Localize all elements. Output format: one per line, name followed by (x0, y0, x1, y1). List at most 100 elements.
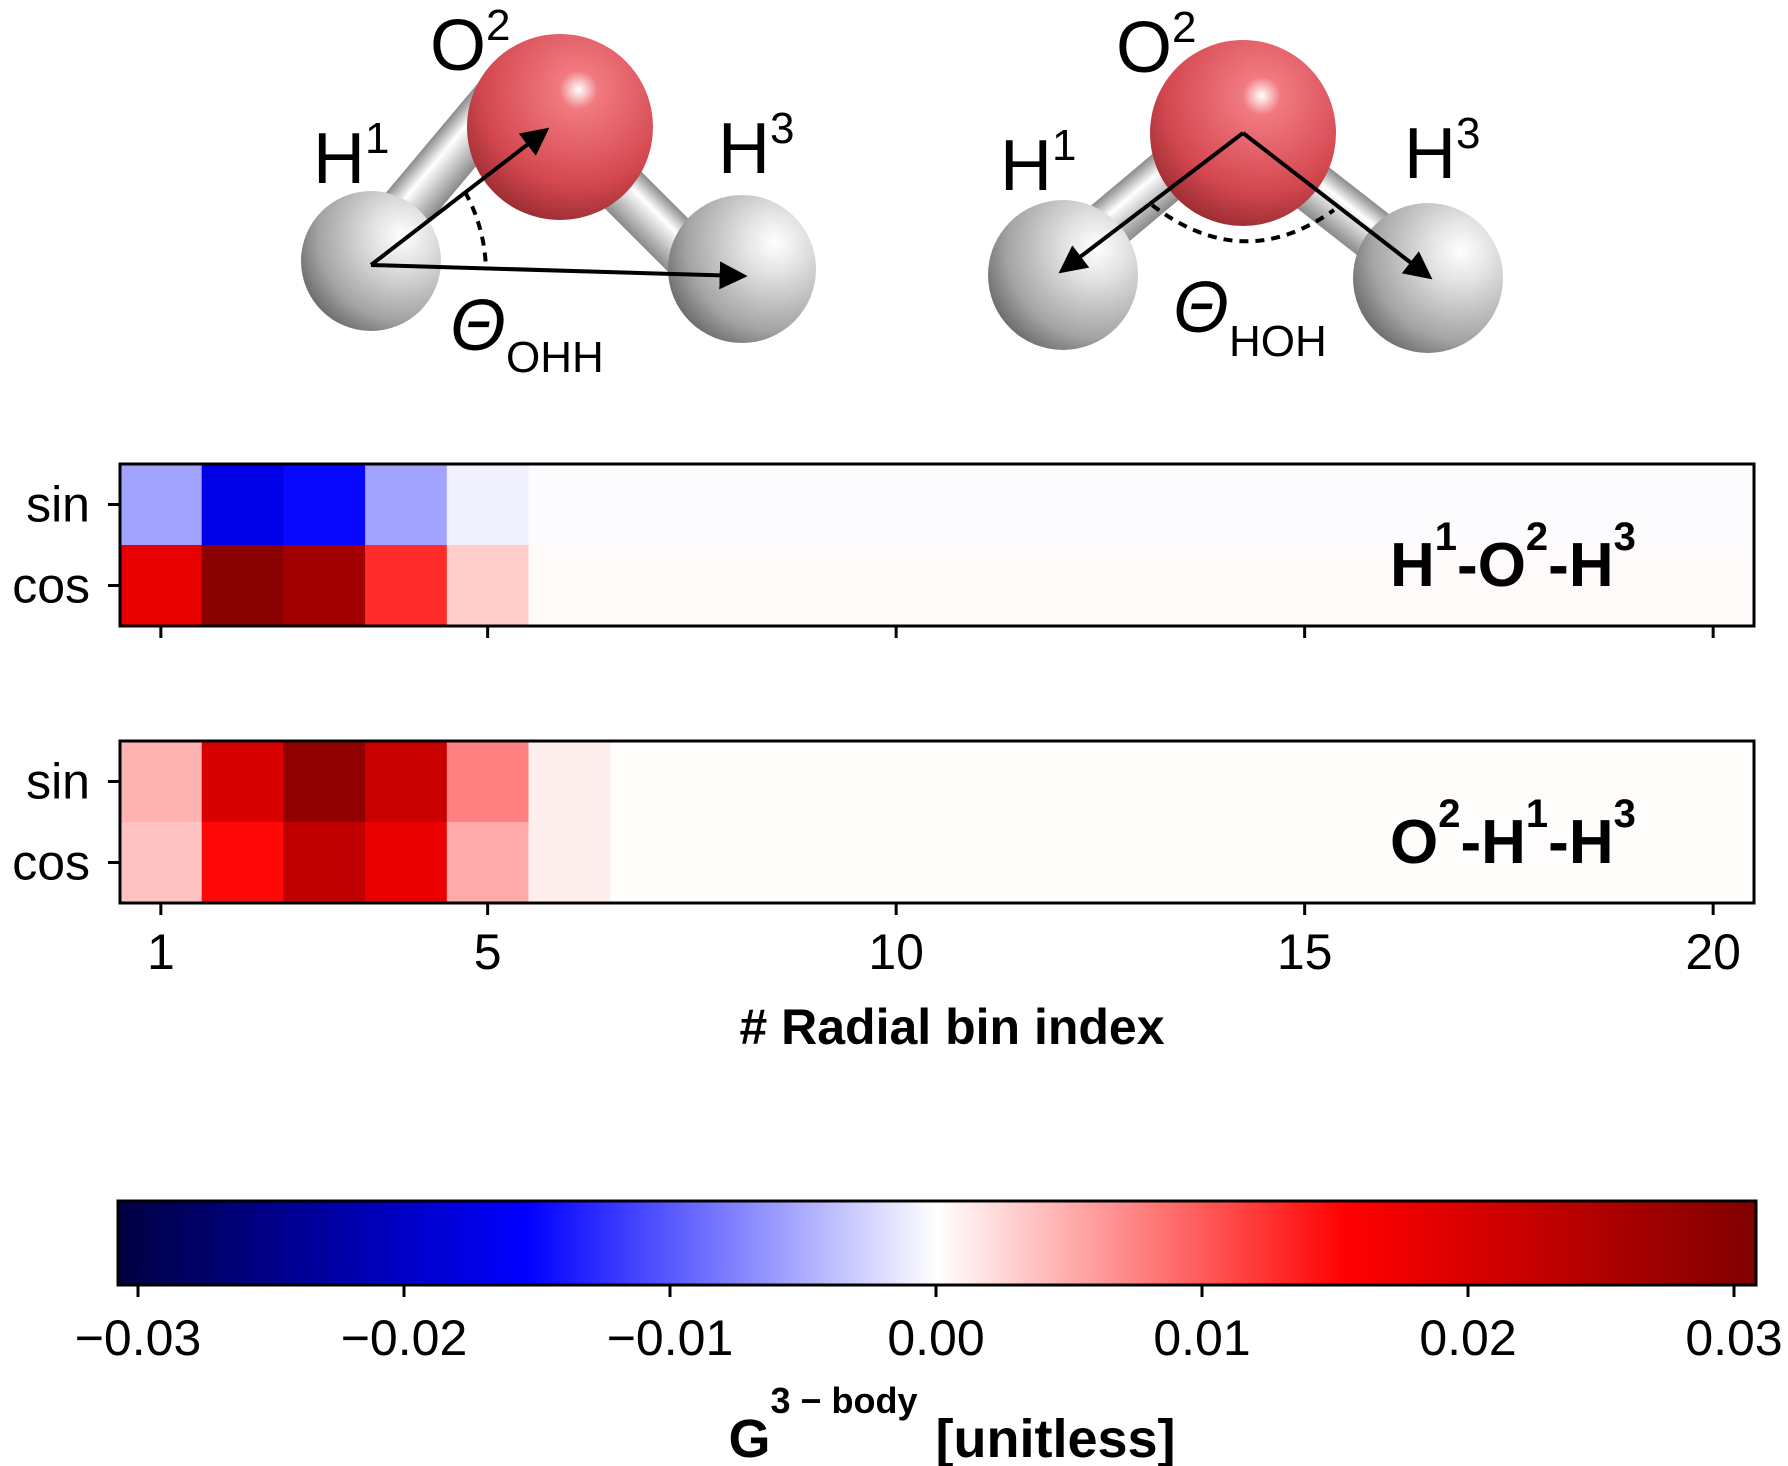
heatmap-cell-sin-bin-12 (1018, 741, 1101, 823)
x-tick-label-20: 20 (1685, 924, 1741, 980)
heatmap-cell-sin-bin-15 (1263, 464, 1347, 546)
heatmap-cell-sin-bin-18 (1508, 741, 1592, 823)
molecule-hoh: H1 O2 H3 ΘHOH (988, 3, 1503, 366)
heatmap-cell-sin-bin-8 (691, 464, 775, 546)
atom-label-o2: O2 (430, 1, 511, 86)
heatmap-cell-cos-bin-5 (446, 545, 530, 627)
label-atom-index: 1 (1526, 792, 1548, 836)
oxygen-atom-o2 (467, 34, 653, 220)
heatmap-cell-cos-bin-10 (855, 822, 938, 904)
heatmap-cell-sin-bin-13 (1100, 741, 1183, 823)
angle-arc-hoh (1150, 203, 1336, 244)
heatmap-cell-cos-bin-14 (1182, 822, 1265, 904)
heatmap-cell-cos-bin-3 (283, 822, 366, 904)
label-atom: H (1481, 808, 1526, 877)
heatmap-cell-cos-bin-17 (1427, 545, 1510, 627)
heatmap-cell-cos-bin-6 (528, 545, 611, 627)
heatmap-cell-cos-bin-18 (1508, 545, 1592, 627)
heatmap-cell-sin-bin-19 (1590, 464, 1673, 546)
heatmap-cell-sin-bin-7 (610, 741, 693, 823)
heatmap-cell-cos-bin-19 (1590, 822, 1673, 904)
hydrogen-atom-h3 (668, 195, 816, 343)
heatmap-cell-cos-bin-11 (937, 822, 1020, 904)
heatmap-cell-cos-bin-20 (1672, 545, 1755, 627)
heatmap-frame (118, 462, 1756, 628)
atom-label-h3: H3 (1404, 109, 1480, 194)
y-tick-label-cos: cos (12, 558, 90, 614)
label-atom: O (1390, 808, 1438, 877)
heatmap-cell-cos-bin-15 (1263, 545, 1347, 627)
angle-arc-ohh (463, 191, 488, 271)
label-atom: O (1478, 531, 1526, 600)
vector-o2-h1-arrow (1058, 131, 1245, 274)
label-atom-index: 3 (1614, 515, 1636, 559)
heatmap-cell-cos-bin-16 (1345, 545, 1428, 627)
heatmap-cell-sin-bin-5 (446, 464, 530, 546)
heatmap-cell-sin-bin-7 (610, 464, 693, 546)
heatmap-cell-cos-bin-12 (1018, 822, 1101, 904)
heatmap-cell-cos-bin-1 (120, 822, 203, 904)
atom-label-o2: O2 (1116, 3, 1197, 88)
heatmap-cell-sin-bin-2 (201, 464, 284, 546)
x-axis-label: # Radial bin index (739, 999, 1164, 1055)
heatmap-cell-cos-bin-4 (365, 822, 448, 904)
heatmap-cell-sin-bin-12 (1018, 464, 1101, 546)
label-separator: - (1548, 808, 1569, 877)
heatmap-cell-cos-bin-4 (365, 545, 448, 627)
colorbar-tick-label: −0.02 (341, 1310, 468, 1366)
heatmap-cell-cos-bin-13 (1100, 545, 1183, 627)
heatmap-cell-cos-bin-11 (937, 545, 1020, 627)
heatmap-cell-cos-bin-5 (446, 822, 530, 904)
heatmap-cell-sin-bin-2 (201, 741, 284, 823)
heatmap-cell-sin-bin-5 (446, 741, 530, 823)
heatmap-cell-cos-bin-12 (1018, 545, 1101, 627)
x-tick-label-10: 10 (868, 924, 924, 980)
heatmap-cell-cos-bin-7 (610, 822, 693, 904)
heatmap-cell-sin-bin-14 (1182, 741, 1265, 823)
colorbar-tick-label: 0.01 (1153, 1310, 1250, 1366)
heatmap-cell-sin-bin-17 (1427, 741, 1510, 823)
colorbar-tick-label: 0.02 (1419, 1310, 1516, 1366)
heatmap-cell-sin-bin-9 (773, 464, 856, 546)
vector-h1-o2-arrow (369, 127, 550, 267)
colorbar: −0.03 −0.02 −0.01 0.00 0.01 0.02 0.03 G3 − bod… (75, 1199, 1783, 1466)
atom-label-h3: H3 (718, 104, 794, 189)
x-tick-label-1: 1 (147, 924, 175, 980)
heatmap-cell-cos-bin-13 (1100, 822, 1183, 904)
label-separator: - (1548, 531, 1569, 600)
x-tick-label-5: 5 (474, 924, 502, 980)
heatmap-cell-cos-bin-15 (1263, 822, 1347, 904)
heatmap-cell-sin-bin-8 (691, 741, 775, 823)
heatmap-cell-cos-bin-10 (855, 545, 938, 627)
heatmap-cell-sin-bin-6 (528, 741, 611, 823)
heatmap-cell-sin-bin-10 (855, 741, 938, 823)
vector-h1-h3-arrow (370, 261, 748, 290)
label-atom-index: 2 (1438, 792, 1460, 836)
label-atom-index: 1 (1435, 515, 1457, 559)
colorbar-tick-label: 0.00 (887, 1310, 984, 1366)
heatmap-cell-cos-bin-9 (773, 545, 856, 627)
heatmap-cell-sin-bin-1 (120, 464, 203, 546)
heatmap-cell-sin-bin-19 (1590, 741, 1673, 823)
hydrogen-atom-h1 (301, 191, 441, 331)
hydrogen-atom-h1 (988, 200, 1138, 350)
heatmap-cell-cos-bin-3 (283, 545, 366, 627)
label-separator: - (1460, 808, 1481, 877)
heatmap-cell-cos-bin-2 (201, 545, 284, 627)
heatmap-cell-sin-bin-13 (1100, 464, 1183, 546)
heatmap-cell-sin-bin-14 (1182, 464, 1265, 546)
heatmap-cell-sin-bin-15 (1263, 741, 1347, 823)
angle-label-ohh: ΘOHH (450, 286, 604, 382)
heatmap-cell-sin-bin-20 (1672, 464, 1755, 546)
heatmap-cell-sin-bin-11 (937, 464, 1020, 546)
heatmap-cell-cos-bin-9 (773, 822, 856, 904)
heatmap-cell-cos-bin-8 (691, 822, 775, 904)
heatmap-cell-cos-bin-6 (528, 822, 611, 904)
vector-o2-h3-arrow (1241, 131, 1433, 280)
molecule-ohh: H1 O2 H3 ΘOHH (301, 1, 816, 382)
heatmap-cell-cos-bin-16 (1345, 822, 1428, 904)
colorbar-tick-label: −0.01 (607, 1310, 734, 1366)
hydrogen-atom-h3 (1353, 203, 1503, 353)
